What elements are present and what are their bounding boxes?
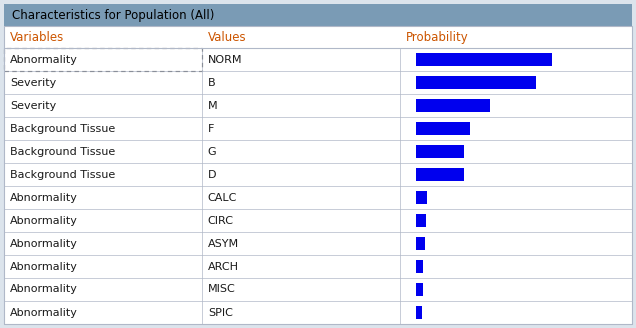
Text: Background Tissue: Background Tissue <box>10 147 115 156</box>
Text: Abnormality: Abnormality <box>10 215 78 226</box>
Text: SPIC: SPIC <box>208 308 233 318</box>
Bar <box>416 75 536 90</box>
Text: Abnormality: Abnormality <box>10 284 78 295</box>
Text: D: D <box>208 170 216 179</box>
Text: CALC: CALC <box>208 193 237 202</box>
Text: ARCH: ARCH <box>208 261 239 272</box>
Text: CIRC: CIRC <box>208 215 234 226</box>
Bar <box>416 214 426 227</box>
Bar <box>416 191 427 204</box>
Text: ASYM: ASYM <box>208 238 239 249</box>
Text: B: B <box>208 77 216 88</box>
Bar <box>416 259 424 274</box>
Text: Abnormality: Abnormality <box>10 308 78 318</box>
Bar <box>416 122 470 135</box>
Text: Abnormality: Abnormality <box>10 261 78 272</box>
Text: Background Tissue: Background Tissue <box>10 170 115 179</box>
Bar <box>416 283 423 297</box>
Text: Values: Values <box>208 31 246 44</box>
Text: Abnormality: Abnormality <box>10 238 78 249</box>
Text: Severity: Severity <box>10 77 56 88</box>
Bar <box>416 145 464 158</box>
Bar <box>416 306 422 319</box>
Text: Variables: Variables <box>10 31 64 44</box>
Text: M: M <box>208 100 218 111</box>
Text: F: F <box>208 124 214 133</box>
Bar <box>416 168 464 181</box>
Text: Characteristics for Population (All): Characteristics for Population (All) <box>12 9 214 22</box>
Text: Abnormality: Abnormality <box>10 54 78 65</box>
Text: G: G <box>208 147 216 156</box>
Text: NORM: NORM <box>208 54 242 65</box>
Bar <box>4 4 632 26</box>
Text: MISC: MISC <box>208 284 235 295</box>
Text: Abnormality: Abnormality <box>10 193 78 202</box>
Bar <box>416 52 552 66</box>
Bar <box>416 99 490 113</box>
Bar <box>4 48 202 71</box>
Text: Probability: Probability <box>406 31 468 44</box>
Text: Background Tissue: Background Tissue <box>10 124 115 133</box>
Bar <box>416 236 425 250</box>
Text: Severity: Severity <box>10 100 56 111</box>
